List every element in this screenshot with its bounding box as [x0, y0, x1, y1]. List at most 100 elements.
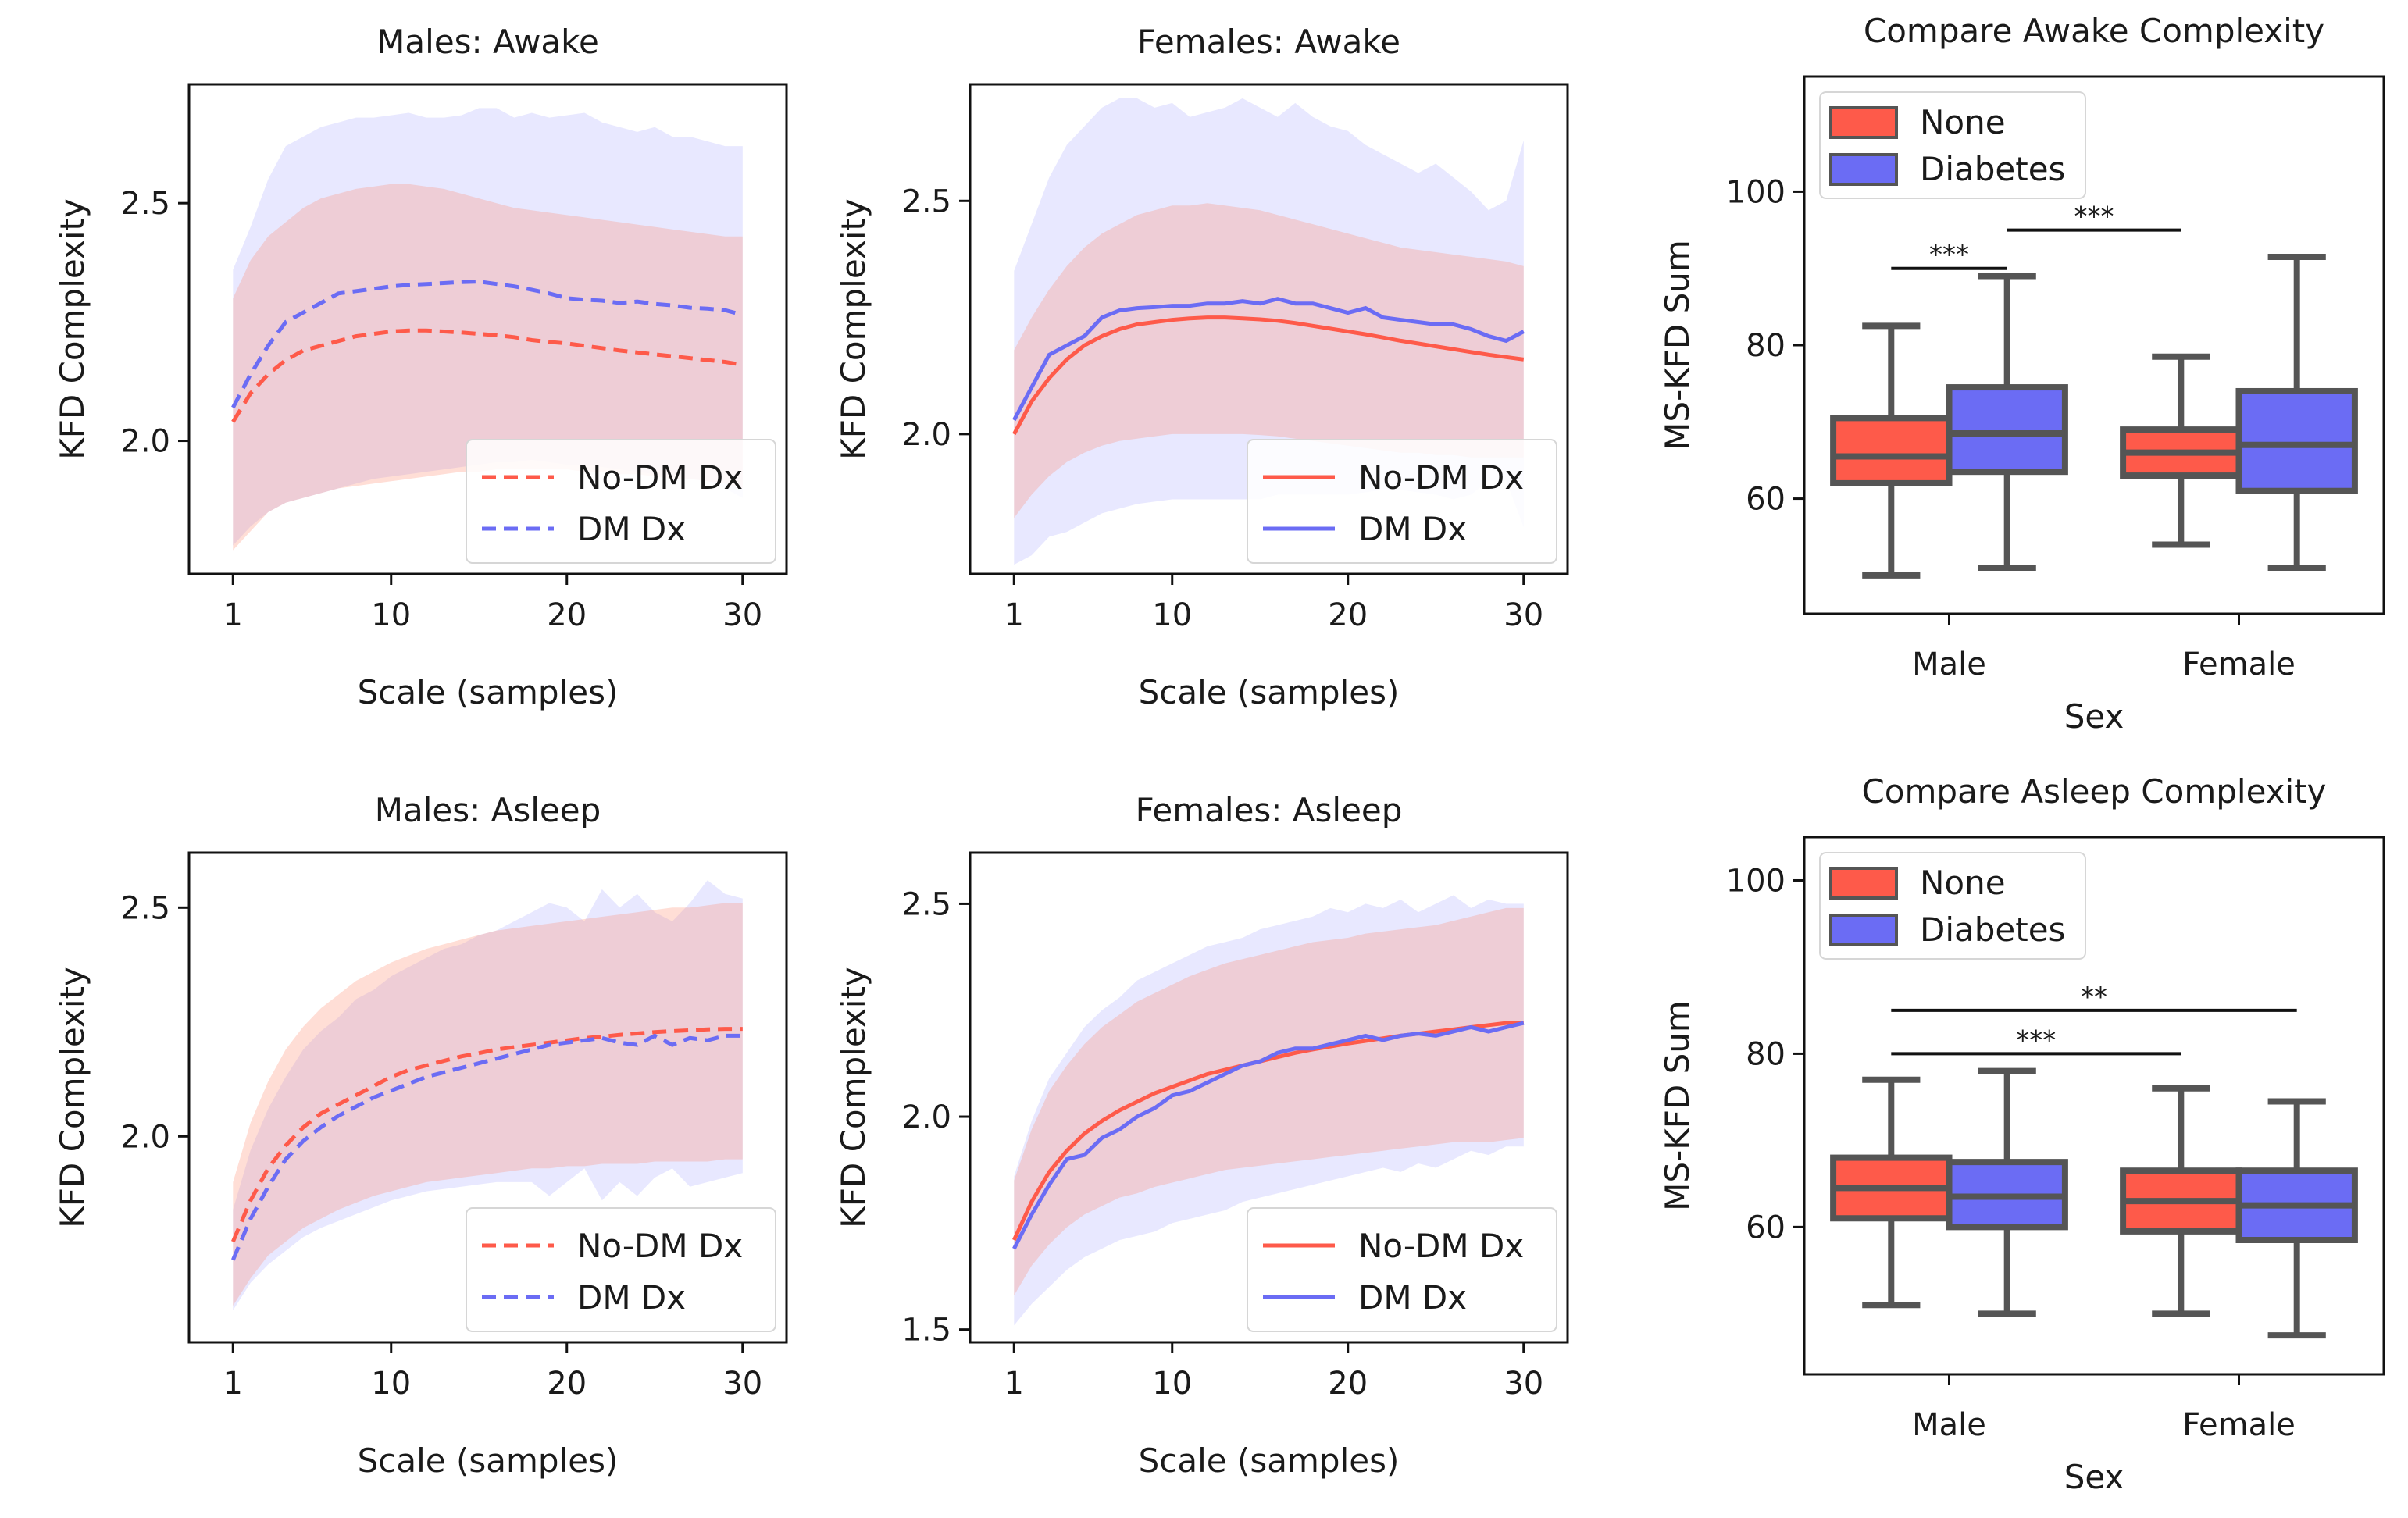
legend-label: DM Dx — [577, 510, 686, 548]
box-male-diabetes — [1946, 1067, 2068, 1317]
plot-area — [1012, 895, 1525, 1326]
chart-title: Compare Awake Complexity — [1864, 12, 2324, 50]
chart-title: Compare Asleep Complexity — [1861, 772, 2326, 811]
significance-label: *** — [2016, 1024, 2056, 1056]
panel-females-awake: 1 10 20 30 2.0 2.5 Females: Awake Scale (sample… — [834, 23, 1569, 711]
box-body — [1830, 415, 1953, 486]
legend: No-DM Dx DM Dx — [466, 1207, 776, 1332]
y-tick-label: 80 — [1746, 1036, 1785, 1072]
legend-label: No-DM Dx — [1358, 1227, 1524, 1265]
x-tick-label: 30 — [1504, 1366, 1543, 1402]
legend-swatch — [1829, 153, 1898, 186]
y-axis-label: KFD Complexity — [53, 967, 91, 1228]
x-axis-label: Scale (samples) — [358, 673, 619, 711]
line-dm-dx — [1012, 297, 1525, 422]
legend-swatch — [1829, 914, 1898, 946]
chart-title: Females: Awake — [1137, 23, 1400, 61]
legend-swatch — [1829, 867, 1898, 900]
x-axis-label: Sex — [2064, 1458, 2124, 1496]
x-tick-label: 20 — [547, 597, 587, 633]
y-tick-label: 2.0 — [120, 1119, 170, 1155]
axes-frame — [187, 83, 788, 575]
y-tick-label: 2.5 — [120, 186, 170, 222]
chart-title: Females: Asleep — [1136, 791, 1403, 829]
x-tick-label: 10 — [1152, 1366, 1192, 1402]
y-tick-label: 2.0 — [901, 417, 951, 453]
box-male-none — [1830, 322, 1953, 579]
legend-label: None — [1920, 864, 2006, 902]
band-dm-dx — [1014, 895, 1524, 1326]
legend-label: No-DM Dx — [577, 1227, 743, 1265]
legend-label: Diabetes — [1920, 150, 2065, 188]
legend-label: No-DM Dx — [577, 458, 743, 497]
band-dm-dx — [233, 108, 743, 546]
x-tick-label: 30 — [722, 1366, 762, 1402]
x-tick-label: 20 — [1328, 1366, 1368, 1402]
y-tick-label: 60 — [1746, 1210, 1785, 1245]
legend-label: DM Dx — [1358, 1278, 1467, 1317]
panel-awake-box: *** *** Male Female Compare Awake Complexity… — [1658, 12, 2385, 736]
box-body — [2235, 387, 2358, 494]
legend: No-DM Dx DM Dx — [1247, 439, 1557, 564]
x-tick-label: 20 — [1328, 597, 1368, 633]
legend-swatch — [1829, 106, 1898, 139]
x-axis-label: Scale (samples) — [1139, 673, 1400, 711]
legend-box — [466, 439, 776, 564]
x-tick-label: 30 — [722, 597, 762, 633]
legend: No-DM Dx DM Dx — [1247, 1207, 1557, 1332]
line-dm-dx — [231, 280, 744, 409]
x-tick-label: 20 — [547, 1366, 587, 1402]
plot-area — [231, 880, 743, 1310]
axes-frame — [969, 83, 1569, 575]
line-dm-dx — [1012, 1021, 1525, 1250]
legend-box — [1247, 439, 1557, 564]
legend: None Diabetes — [1819, 852, 2086, 960]
y-tick-label: 60 — [1746, 482, 1785, 518]
y-tick-label: 2.5 — [120, 890, 170, 926]
y-tick-label: 80 — [1746, 328, 1785, 364]
x-tick-label: 10 — [371, 597, 411, 633]
legend-label: None — [1920, 103, 2006, 141]
y-tick-label: 100 — [1726, 863, 1785, 899]
box-male-diabetes — [1946, 273, 2068, 572]
panel-males-asleep: 1 10 20 30 2.0 2.5 Males: Asleep Scale (samples… — [53, 791, 788, 1480]
x-tick-label: 1 — [223, 1366, 243, 1402]
significance-label: *** — [2074, 201, 2114, 233]
legend-box — [466, 1207, 776, 1332]
legend-label: DM Dx — [1358, 510, 1467, 548]
axes-frame — [1803, 836, 2385, 1376]
box-female-diabetes — [2235, 1098, 2358, 1339]
y-tick-label: 1.5 — [901, 1313, 951, 1349]
legend-label: Diabetes — [1920, 910, 2065, 949]
x-tick-label: 10 — [1152, 597, 1192, 633]
significance-label: *** — [1929, 240, 1969, 271]
x-tick-label: Male — [1912, 1407, 1986, 1443]
x-tick-label: 1 — [223, 597, 243, 633]
chart-title: Males: Asleep — [375, 791, 601, 829]
legend-label: DM Dx — [577, 1278, 686, 1317]
x-tick-label: Female — [2182, 1407, 2296, 1443]
y-tick-label: 100 — [1726, 174, 1785, 210]
line-no-dm-dx — [231, 328, 744, 423]
box-female-none — [2120, 1085, 2242, 1317]
band-no-dm-dx — [233, 903, 743, 1306]
x-axis-label: Sex — [2064, 697, 2124, 736]
box-male-none — [1830, 1076, 1953, 1309]
y-axis-label: KFD Complexity — [53, 198, 91, 460]
x-tick-label: Male — [1912, 647, 1986, 682]
legend-label: No-DM Dx — [1358, 458, 1524, 497]
x-tick-label: Female — [2182, 647, 2296, 682]
axes-frame — [969, 851, 1569, 1344]
y-tick-label: 2.5 — [901, 886, 951, 922]
line-no-dm-dx — [231, 1027, 743, 1243]
x-axis-label: Scale (samples) — [1139, 1441, 1400, 1480]
box-female-none — [2120, 353, 2242, 548]
band-no-dm-dx — [1014, 907, 1524, 1295]
chart-title: Males: Awake — [376, 23, 599, 61]
y-axis-label: KFD Complexity — [834, 198, 872, 460]
y-tick-label: 2.5 — [901, 184, 951, 219]
y-axis-label: MS-KFD Sum — [1658, 240, 1696, 451]
significance-label: ** — [2081, 982, 2107, 1013]
legend: No-DM Dx DM Dx — [466, 439, 776, 564]
